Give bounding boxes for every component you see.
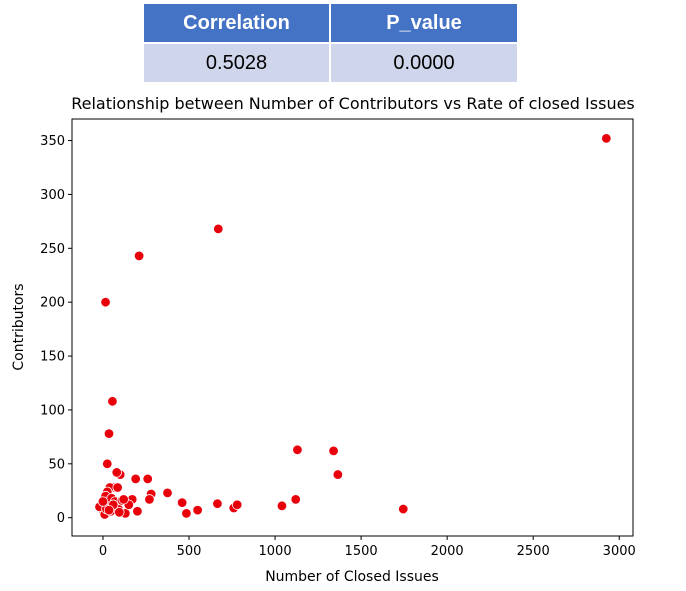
- correlation-value: 0.5028: [144, 42, 331, 82]
- plot-frame: [71, 118, 634, 537]
- y-tick-label: 0: [57, 511, 65, 526]
- data-point: [132, 506, 143, 517]
- data-point: [111, 467, 122, 478]
- data-point: [398, 503, 409, 515]
- table-row: 0.5028 0.0000: [144, 42, 519, 82]
- correlation-table: Correlation P_value 0.5028 0.0000: [144, 4, 519, 82]
- p-value-value: 0.0000: [330, 42, 519, 82]
- data-point: [142, 473, 153, 485]
- data-point: [290, 494, 301, 505]
- data-point: [328, 445, 339, 457]
- header-correlation: Correlation: [144, 4, 331, 43]
- chart-title: Relationship between Number of Contribut…: [71, 94, 635, 113]
- data-point: [133, 250, 145, 262]
- data-point: [112, 482, 123, 493]
- y-tick-label: 300: [40, 188, 65, 203]
- y-tick-label: 200: [40, 296, 65, 311]
- data-point: [103, 428, 115, 439]
- y-tick-label: 150: [40, 350, 65, 365]
- data-point: [103, 504, 115, 516]
- y-tick-label: 100: [40, 403, 65, 418]
- data-point: [212, 498, 223, 509]
- x-tick-label: 2500: [517, 544, 550, 559]
- y-tick-label: 50: [48, 457, 65, 472]
- data-point: [213, 223, 224, 235]
- x-tick-label: 1500: [345, 544, 378, 559]
- data-point: [276, 500, 288, 512]
- data-point: [162, 487, 173, 499]
- x-axis-ticks: 0 500 1000 1500 2000 2500 3000: [99, 536, 636, 559]
- data-point: [232, 499, 243, 510]
- data-point: [130, 473, 141, 485]
- y-tick-label: 350: [40, 134, 65, 149]
- data-point: [292, 444, 303, 455]
- data-point: [100, 296, 111, 308]
- data-point: [601, 133, 612, 144]
- data-point: [181, 508, 192, 519]
- y-axis-ticks: 0 50 100 150 200 250 300 350: [40, 134, 72, 526]
- x-tick-label: 2000: [431, 544, 464, 559]
- data-points: [94, 133, 612, 520]
- x-tick-label: 3000: [603, 544, 636, 559]
- data-point: [97, 496, 109, 507]
- y-axis-label: Contributors: [11, 283, 27, 370]
- data-point: [107, 396, 118, 407]
- x-tick-label: 1000: [259, 544, 292, 559]
- header-p-value: P_value: [330, 4, 519, 43]
- data-point: [192, 504, 203, 516]
- x-tick-label: 500: [177, 544, 202, 559]
- data-point: [332, 469, 344, 480]
- data-point: [144, 494, 155, 505]
- table-header-row: Correlation P_value: [144, 4, 519, 43]
- x-tick-label: 0: [99, 544, 107, 559]
- data-point: [118, 494, 129, 505]
- data-point: [114, 507, 125, 518]
- x-axis-label: Number of Closed Issues: [265, 569, 439, 585]
- y-tick-label: 250: [40, 242, 65, 257]
- data-point: [176, 497, 188, 508]
- data-point: [102, 458, 113, 470]
